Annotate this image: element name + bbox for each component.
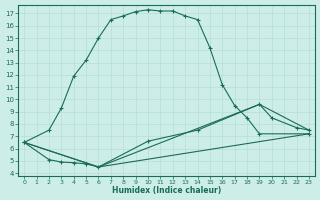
X-axis label: Humidex (Indice chaleur): Humidex (Indice chaleur) — [112, 186, 221, 195]
